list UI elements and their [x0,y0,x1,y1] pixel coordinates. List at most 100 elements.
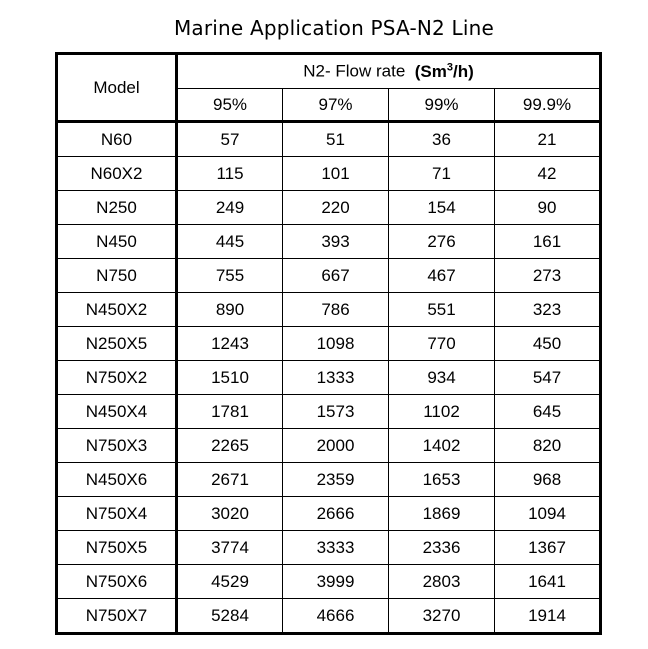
model-cell: N750 [56,258,178,293]
model-cell: N750X2 [56,360,178,395]
flow-value-cell: 57 [176,121,283,157]
flow-value-cell: 1333 [282,360,389,395]
flow-value-cell: 393 [282,224,389,259]
flow-value-cell: 1781 [176,394,283,429]
model-cell: N750X7 [56,598,178,634]
table-row: N60 57 51 36 21 [56,121,602,157]
flow-value-cell: 1641 [493,564,602,599]
flow-value-cell: 3270 [388,598,495,634]
model-cell: N750X4 [56,496,178,531]
model-cell: N450 [56,224,178,259]
flow-rate-table: Model N2- Flow rate (Sm3/h) 95% 97% 99% … [55,52,603,635]
flow-value-cell: 2803 [388,564,495,599]
flow-value-cell: 1098 [282,326,389,361]
flow-value-cell: 1573 [282,394,389,429]
model-cell: N750X6 [56,564,178,599]
table-row: N750 755 667 467 273 [56,258,602,293]
flow-value-cell: 276 [388,224,495,259]
flow-value-cell: 51 [282,121,389,157]
model-cell: N450X6 [56,462,178,497]
purity-header: 99% [388,88,495,123]
flow-value-cell: 934 [388,360,495,395]
flow-rate-header: N2- Flow rate (Sm3/h) [175,53,602,89]
flow-value-cell: 3020 [176,496,283,531]
flow-value-cell: 1102 [388,394,495,429]
flow-value-cell: 273 [493,258,602,293]
table-row: N60X2 115 101 71 42 [56,156,602,191]
table-row: N450 445 393 276 161 [56,224,602,259]
flow-value-cell: 786 [282,292,389,327]
purity-header: 95% [176,88,283,123]
purity-header: 97% [282,88,389,123]
flow-value-cell: 467 [388,258,495,293]
flow-value-cell: 1653 [388,462,495,497]
model-cell: N450X2 [56,292,178,327]
flow-value-cell: 1094 [493,496,602,531]
flow-value-cell: 161 [493,224,602,259]
flow-value-cell: 220 [282,190,389,225]
table-row: N450X6 2671 2359 1653 968 [56,462,602,497]
flow-value-cell: 4529 [176,564,283,599]
table-row: N750X7 5284 4666 3270 1914 [56,598,602,634]
flow-value-cell: 2000 [282,428,389,463]
flow-value-cell: 115 [176,156,283,191]
flow-value-cell: 445 [176,224,283,259]
table-row: N250 249 220 154 90 [56,190,602,225]
flow-value-cell: 1510 [176,360,283,395]
table-row: N450X2 890 786 551 323 [56,292,602,327]
flow-value-cell: 4666 [282,598,389,634]
flow-value-cell: 323 [493,292,602,327]
table-row: N750X2 1510 1333 934 547 [56,360,602,395]
flow-value-cell: 1402 [388,428,495,463]
flow-value-cell: 755 [176,258,283,293]
table-row: N750X5 3774 3333 2336 1367 [56,530,602,565]
model-cell: N60X2 [56,156,178,191]
model-cell: N60 [56,121,178,157]
flow-value-cell: 551 [388,292,495,327]
model-cell: N250X5 [56,326,178,361]
model-cell: N250 [56,190,178,225]
model-cell: N450X4 [56,394,178,429]
flow-value-cell: 249 [176,190,283,225]
table-row: N450X4 1781 1573 1102 645 [56,394,602,429]
flow-value-cell: 1243 [176,326,283,361]
flow-value-cell: 71 [388,156,495,191]
flow-value-cell: 2265 [176,428,283,463]
page-title: Marine Application PSA-N2 Line [173,16,495,40]
flow-value-cell: 1869 [388,496,495,531]
flow-value-cell: 154 [388,190,495,225]
flow-value-cell: 547 [493,360,602,395]
flow-value-cell: 645 [493,394,602,429]
table-row: N750X4 3020 2666 1869 1094 [56,496,602,531]
table-row: N750X6 4529 3999 2803 1641 [56,564,602,599]
model-column-header: Model [56,53,178,123]
model-cell: N750X5 [56,530,178,565]
flow-value-cell: 968 [493,462,602,497]
table-body: N60 57 51 36 21 N60X2 115 101 71 42 N250 249 220 154 9… [56,121,602,634]
flow-value-cell: 770 [388,326,495,361]
flow-value-cell: 42 [493,156,602,191]
flow-value-cell: 2336 [388,530,495,565]
flow-value-cell: 3333 [282,530,389,565]
flow-value-cell: 90 [493,190,602,225]
flow-value-cell: 2671 [176,462,283,497]
flow-value-cell: 21 [493,121,602,157]
flow-value-cell: 3999 [282,564,389,599]
flow-value-cell: 820 [493,428,602,463]
flow-value-cell: 3774 [176,530,283,565]
flow-value-cell: 2666 [282,496,389,531]
model-cell: N750X3 [56,428,178,463]
table-row: N750X3 2265 2000 1402 820 [56,428,602,463]
flow-value-cell: 1914 [493,598,602,634]
flow-value-cell: 667 [282,258,389,293]
flow-value-cell: 5284 [176,598,283,634]
flow-value-cell: 101 [282,156,389,191]
flow-rate-header-label: N2- Flow rate [303,61,406,81]
flow-rate-unit: (Sm3/h) [414,61,474,81]
flow-value-cell: 450 [493,326,602,361]
flow-value-cell: 890 [176,292,283,327]
purity-header: 99.9% [493,88,602,123]
flow-value-cell: 2359 [282,462,389,497]
flow-value-cell: 1367 [493,530,602,565]
flow-value-cell: 36 [388,121,495,157]
